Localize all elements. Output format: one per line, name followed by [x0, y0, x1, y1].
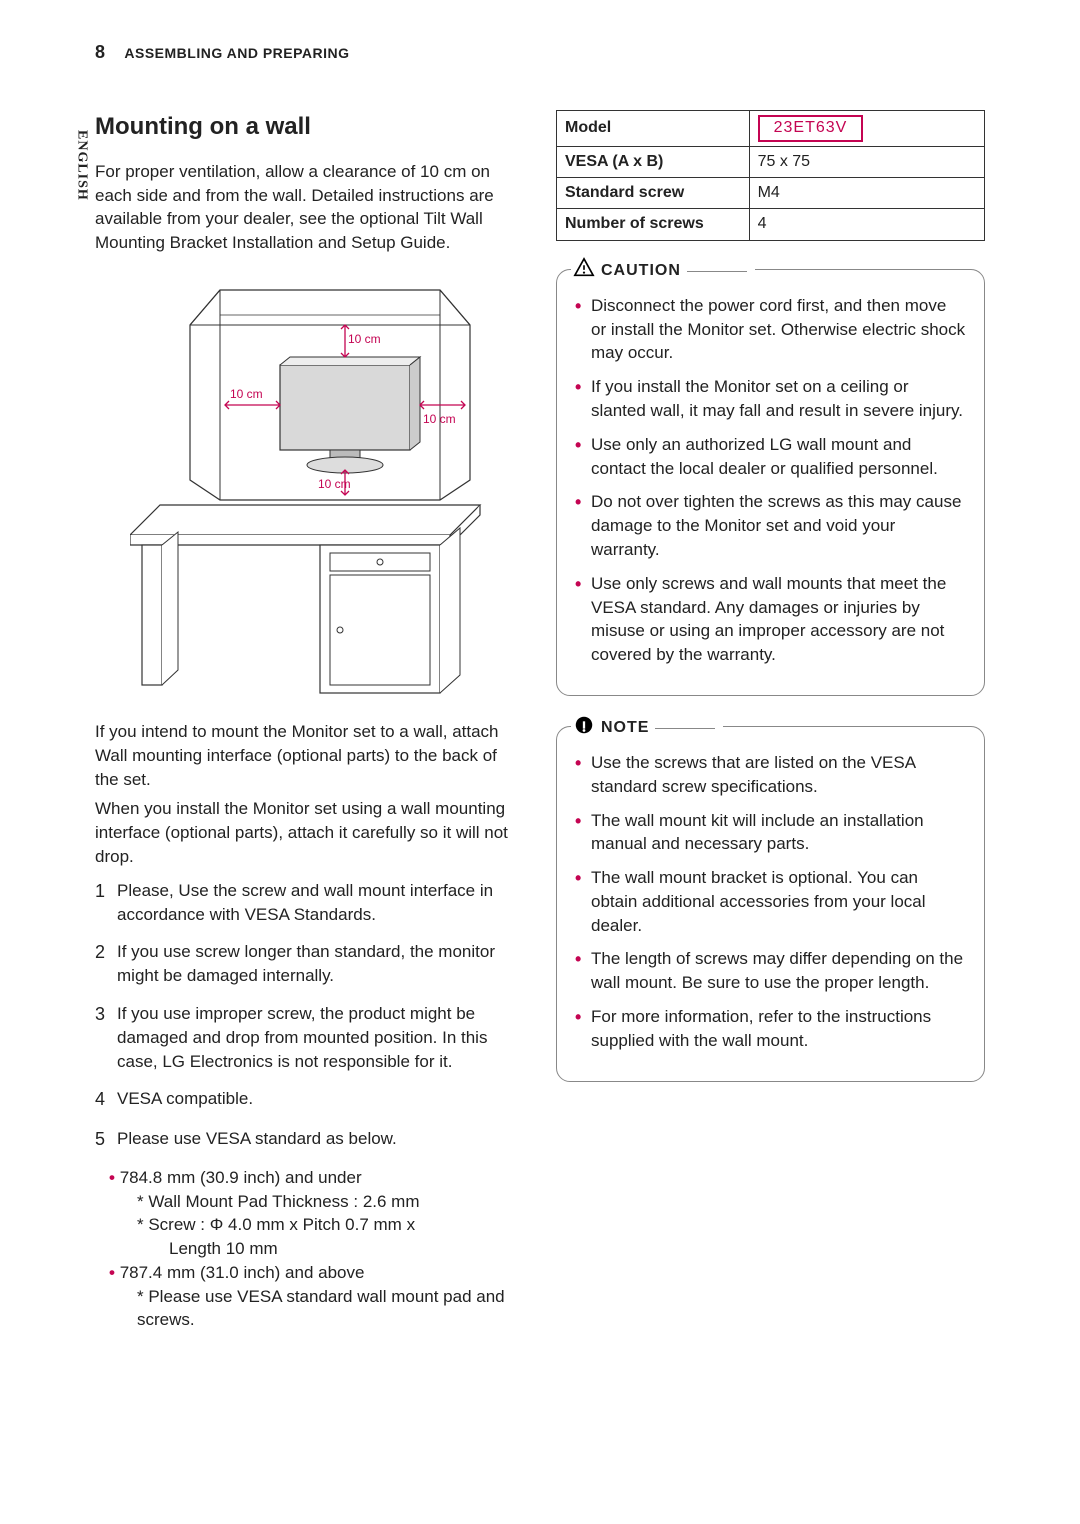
table-label: Model	[557, 111, 750, 146]
right-column: Model 23ET63V VESA (A x B) 75 x 75 Stand…	[556, 110, 985, 1332]
model-highlight: 23ET63V	[758, 115, 864, 141]
vesa-above-1: * Please use VESA standard wall mount pa…	[109, 1285, 524, 1333]
vesa-under-3: Length 10 mm	[109, 1237, 524, 1261]
diagram-label-left: 10 cm	[230, 387, 263, 401]
note-title: NOTE	[601, 717, 649, 739]
table-label: Standard screw	[557, 177, 750, 208]
note-item: For more information, refer to the instr…	[575, 1005, 966, 1053]
caution-item: Use only an authorized LG wall mount and…	[575, 433, 966, 481]
caution-title: CAUTION	[601, 260, 681, 282]
para-install-care: When you install the Monitor set using a…	[95, 797, 524, 868]
caution-item: Use only screws and wall mounts that mee…	[575, 572, 966, 667]
page-number: 8	[95, 42, 106, 62]
left-column: Mounting on a wall For proper ventilatio…	[95, 110, 524, 1332]
vesa-under-2: * Screw : Φ 4.0 mm x Pitch 0.7 mm x	[109, 1213, 524, 1237]
note-box: NOTE Use the screws that are listed on t…	[556, 726, 985, 1082]
spec-table: Model 23ET63V VESA (A x B) 75 x 75 Stand…	[556, 110, 985, 241]
clearance-diagram: 10 cm 10 cm 10 cm 10 cm	[95, 270, 524, 700]
caution-icon	[573, 257, 595, 286]
step-1: Please, Use the screw and wall mount int…	[117, 879, 524, 927]
table-value: 23ET63V	[749, 111, 984, 146]
diagram-label-right: 10 cm	[423, 412, 456, 426]
caution-item: Do not over tighten the screws as this m…	[575, 490, 966, 561]
header-section: ASSEMBLING AND PREPARING	[124, 45, 349, 61]
table-value: 4	[749, 209, 984, 240]
caution-item: If you install the Monitor set on a ceil…	[575, 375, 966, 423]
caution-item: Disconnect the power cord first, and the…	[575, 294, 966, 365]
note-item: The wall mount kit will include an insta…	[575, 809, 966, 857]
table-value: 75 x 75	[749, 146, 984, 177]
diagram-label-bottom: 10 cm	[318, 477, 351, 491]
para-mount-intent: If you intend to mount the Monitor set t…	[95, 720, 524, 791]
vesa-spec-list: 784.8 mm (30.9 inch) and under * Wall Mo…	[95, 1166, 524, 1333]
table-row: Number of screws 4	[557, 209, 985, 240]
steps-list: 1Please, Use the screw and wall mount in…	[95, 879, 524, 1152]
table-row: VESA (A x B) 75 x 75	[557, 146, 985, 177]
caution-box: CAUTION Disconnect the power cord first,…	[556, 269, 985, 696]
note-icon	[573, 714, 595, 743]
step-5: Please use VESA standard as below.	[117, 1127, 524, 1152]
table-row: Standard screw M4	[557, 177, 985, 208]
language-tab: ENGLISH	[72, 130, 92, 201]
section-title: Mounting on a wall	[95, 110, 524, 144]
step-3: If you use improper screw, the product m…	[117, 1002, 524, 1073]
vesa-above-label: 787.4 mm (31.0 inch) and above	[120, 1263, 365, 1282]
step-2: If you use screw longer than standard, t…	[117, 940, 524, 988]
note-item: The wall mount bracket is optional. You …	[575, 866, 966, 937]
note-item: Use the screws that are listed on the VE…	[575, 751, 966, 799]
table-label: VESA (A x B)	[557, 146, 750, 177]
table-value: M4	[749, 177, 984, 208]
vesa-under-label: 784.8 mm (30.9 inch) and under	[120, 1168, 362, 1187]
step-4: VESA compatible.	[117, 1087, 524, 1112]
diagram-label-top: 10 cm	[348, 332, 381, 346]
note-item: The length of screws may differ dependin…	[575, 947, 966, 995]
page-header: 8 ASSEMBLING AND PREPARING	[95, 40, 985, 65]
vesa-under-1: * Wall Mount Pad Thickness : 2.6 mm	[109, 1190, 524, 1214]
table-row: Model 23ET63V	[557, 111, 985, 146]
table-label: Number of screws	[557, 209, 750, 240]
intro-paragraph: For proper ventilation, allow a clearanc…	[95, 160, 524, 255]
